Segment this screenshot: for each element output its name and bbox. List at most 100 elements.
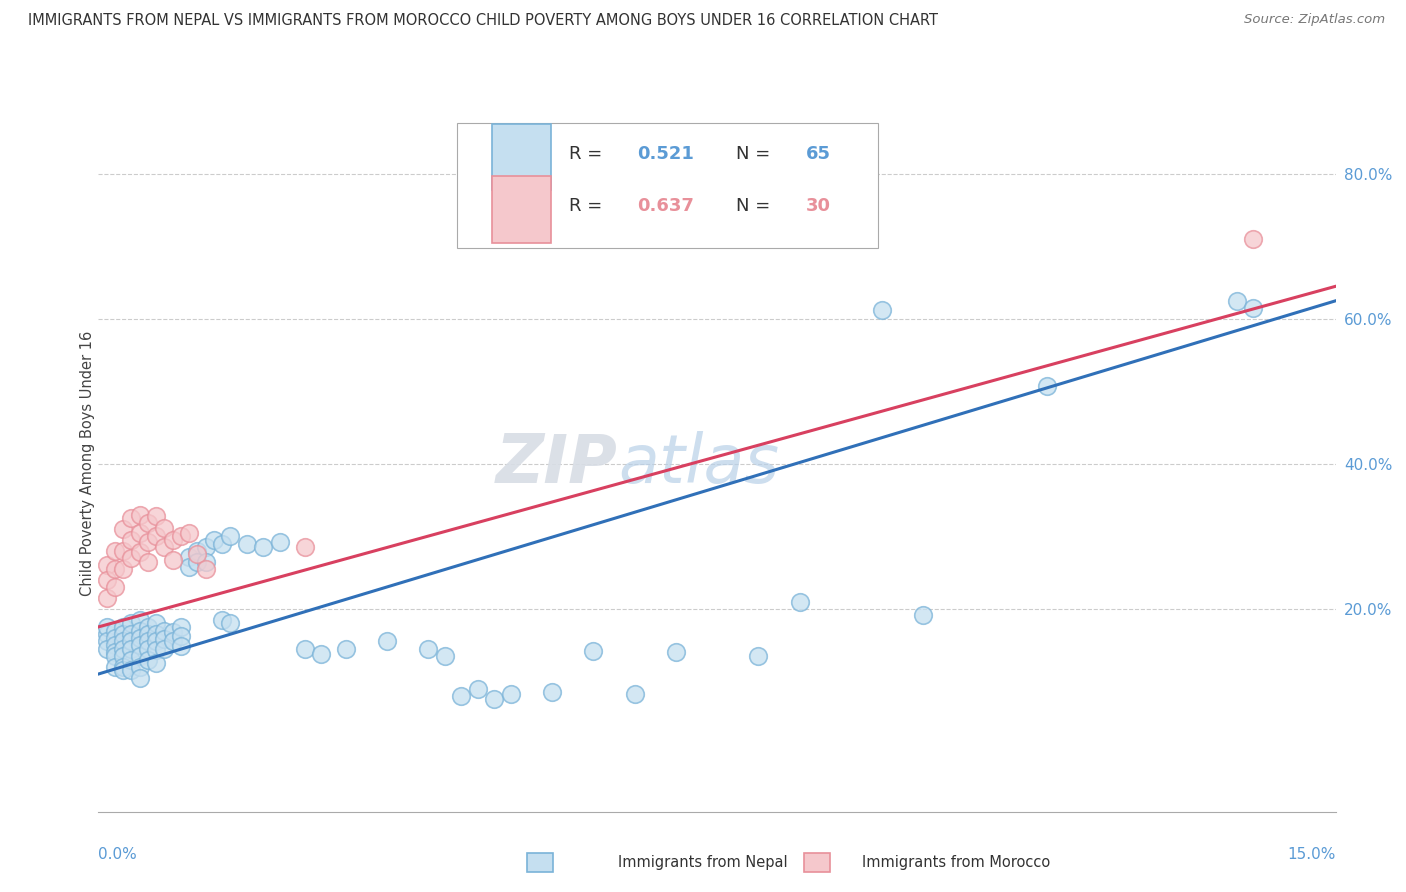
- Text: Immigrants from Nepal: Immigrants from Nepal: [619, 855, 787, 870]
- Point: [112, 562, 135, 576]
- Point: [179, 559, 201, 574]
- Point: [96, 591, 118, 605]
- Point: [96, 558, 118, 573]
- Point: [194, 555, 217, 569]
- Point: [120, 664, 142, 678]
- Point: [128, 638, 150, 652]
- Point: [112, 543, 135, 558]
- Point: [120, 652, 142, 666]
- Text: 30: 30: [806, 197, 831, 215]
- Point: [186, 543, 208, 558]
- Point: [145, 643, 167, 657]
- Point: [179, 525, 201, 540]
- Point: [128, 648, 150, 663]
- Point: [170, 629, 193, 643]
- Point: [120, 641, 142, 656]
- Point: [104, 648, 127, 663]
- Point: [145, 529, 167, 543]
- Point: [202, 533, 225, 547]
- Y-axis label: Child Poverty Among Boys Under 16: Child Poverty Among Boys Under 16: [80, 331, 94, 597]
- Point: [623, 687, 645, 701]
- Text: N =: N =: [735, 145, 776, 163]
- Point: [120, 533, 142, 547]
- Point: [162, 634, 184, 648]
- Point: [582, 644, 605, 658]
- Point: [104, 645, 127, 659]
- Point: [104, 624, 127, 638]
- Text: Source: ZipAtlas.com: Source: ZipAtlas.com: [1244, 13, 1385, 27]
- Text: ZIP: ZIP: [496, 431, 619, 497]
- Point: [120, 551, 142, 566]
- Point: [499, 687, 522, 701]
- FancyBboxPatch shape: [457, 123, 877, 248]
- Point: [128, 613, 150, 627]
- Point: [433, 648, 456, 663]
- Point: [104, 631, 127, 645]
- Point: [96, 634, 118, 648]
- Point: [120, 616, 142, 631]
- Point: [294, 540, 316, 554]
- Point: [136, 555, 159, 569]
- Point: [136, 634, 159, 648]
- Point: [665, 645, 688, 659]
- Point: [145, 616, 167, 631]
- Point: [145, 634, 167, 648]
- Point: [1226, 293, 1249, 308]
- Point: [467, 681, 489, 696]
- Point: [120, 634, 142, 648]
- Point: [96, 641, 118, 656]
- Point: [219, 616, 242, 631]
- Text: R =: R =: [568, 145, 607, 163]
- Point: [112, 648, 135, 663]
- Point: [136, 627, 159, 641]
- Point: [96, 627, 118, 641]
- Point: [112, 664, 135, 678]
- FancyBboxPatch shape: [492, 177, 551, 243]
- Point: [236, 536, 259, 550]
- Point: [112, 620, 135, 634]
- Text: N =: N =: [735, 197, 776, 215]
- Point: [418, 641, 440, 656]
- Point: [104, 580, 127, 594]
- Point: [128, 545, 150, 559]
- Point: [145, 508, 167, 523]
- Point: [104, 543, 127, 558]
- Point: [747, 648, 769, 663]
- Point: [870, 303, 893, 318]
- Point: [450, 689, 472, 703]
- Point: [153, 641, 176, 656]
- Point: [112, 660, 135, 674]
- Point: [112, 641, 135, 656]
- Text: 0.0%: 0.0%: [98, 847, 138, 863]
- Point: [104, 660, 127, 674]
- Point: [112, 627, 135, 641]
- Point: [179, 549, 201, 564]
- Point: [194, 562, 217, 576]
- Point: [96, 620, 118, 634]
- Point: [96, 573, 118, 587]
- Point: [104, 638, 127, 652]
- Point: [136, 620, 159, 634]
- Point: [186, 548, 208, 562]
- Text: R =: R =: [568, 197, 607, 215]
- Point: [128, 671, 150, 685]
- Point: [912, 607, 935, 622]
- Point: [162, 624, 184, 639]
- Point: [789, 594, 811, 608]
- Text: atlas: atlas: [619, 431, 779, 497]
- Point: [162, 533, 184, 547]
- Point: [170, 620, 193, 634]
- Point: [112, 634, 135, 648]
- Point: [136, 535, 159, 549]
- Point: [309, 647, 332, 661]
- Point: [128, 631, 150, 645]
- Point: [128, 624, 150, 638]
- Point: [153, 624, 176, 638]
- Point: [484, 692, 506, 706]
- Point: [136, 641, 159, 656]
- Point: [211, 613, 233, 627]
- Point: [541, 685, 564, 699]
- Point: [194, 540, 217, 554]
- Text: IMMIGRANTS FROM NEPAL VS IMMIGRANTS FROM MOROCCO CHILD POVERTY AMONG BOYS UNDER : IMMIGRANTS FROM NEPAL VS IMMIGRANTS FROM…: [28, 13, 938, 29]
- Point: [145, 656, 167, 670]
